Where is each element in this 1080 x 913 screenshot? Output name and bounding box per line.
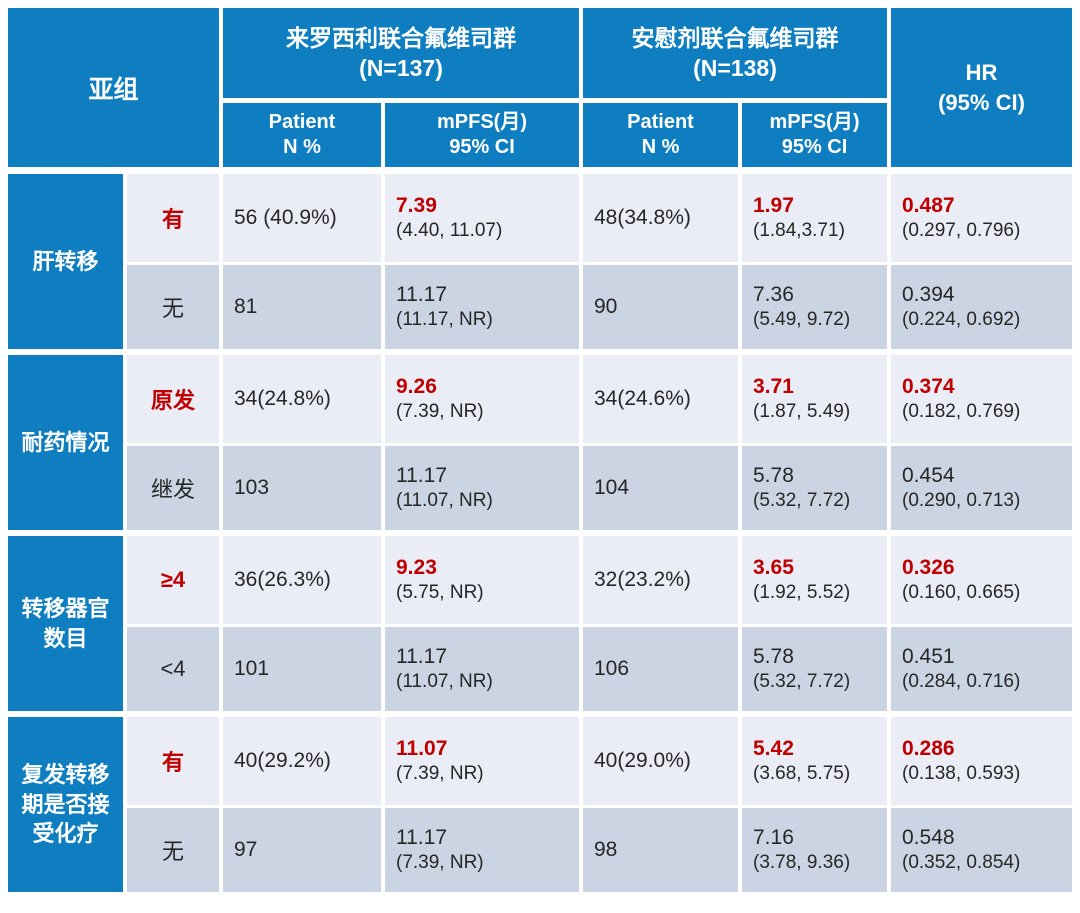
patient-arm1-cell: 97 [223,808,381,892]
group-chemo-in-recurrence: 复发转移期是否接受化疗 有 40(29.2%) 11.07 (7.39, NR) … [8,717,1072,892]
arm1-header-cell: 来罗西利联合氟维司群 (N=137) [223,8,579,98]
mpfs-arm2-cell: 5.78 (5.32, 7.72) [742,446,887,530]
mpfs-arm2-cell: 7.16 (3.78, 9.36) [742,808,887,892]
table-header: 亚组 来罗西利联合氟维司群 (N=137) Patient N % mPFS(月… [8,8,1072,167]
table-row: 无 81 11.17 (11.17, NR) 90 7.36 (5.49, 9.72… [127,265,1072,349]
subgroup-header-label: 亚组 [88,75,139,104]
table-row: 无 97 11.17 (7.39, NR) 98 7.16 (3.78, 9.36)… [127,808,1072,892]
patient-arm2-cell: 104 [583,446,738,530]
hr-label: HR [965,59,998,85]
table-row: 有 40(29.2%) 11.07 (7.39, NR) 40(29.0%) 5.… [127,717,1072,805]
hr-cell: 0.548 (0.352, 0.854) [891,808,1072,892]
subgroup-cell: 无 [127,808,219,892]
table-row: ≥4 36(26.3%) 9.23 (5.75, NR) 32(23.2%) 3.… [127,536,1072,624]
mpfs-sub: 95% CI [449,136,515,158]
hr-cell: 0.487 (0.297, 0.796) [891,174,1072,262]
hr-cell: 0.451 (0.284, 0.716) [891,627,1072,711]
patient-arm1-cell: 103 [223,446,381,530]
hr-cell: 0.394 (0.224, 0.692) [891,265,1072,349]
header-hr-cell: HR (95% CI) [891,8,1072,167]
arm1-subheader-row: Patient N % mPFS(月) 95% CI [223,103,579,167]
subgroup-cell: 继发 [127,446,219,530]
mpfs-arm1-cell: 9.23 (5.75, NR) [385,536,579,624]
arm1-mpfs-header-cell: mPFS(月) 95% CI [385,103,579,167]
patient-arm1-cell: 40(29.2%) [223,717,381,805]
mpfs-arm2-cell: 5.78 (5.32, 7.72) [742,627,887,711]
table-body: 肝转移 有 56 (40.9%) 7.39 (4.40, 11.07) 48(34… [8,174,1072,892]
arm1-n: (N=137) [359,55,443,81]
group-label-text: 耐药情况 [21,429,110,455]
patient-label: Patient [627,111,694,133]
mpfs-arm2-cell: 1.97 (1.84,3.71) [742,174,887,262]
group-label: 复发转移期是否接受化疗 [8,717,123,892]
group-label-text: 肝转移 [32,248,99,274]
table-row: 有 56 (40.9%) 7.39 (4.40, 11.07) 48(34.8%)… [127,174,1072,262]
subgroup-cell: ≥4 [127,536,219,624]
hr-cell: 0.326 (0.160, 0.665) [891,536,1072,624]
arm2-subheader-row: Patient N % mPFS(月) 95% CI [583,103,887,167]
hr-cell: 0.374 (0.182, 0.769) [891,355,1072,443]
hr-cell: 0.286 (0.138, 0.593) [891,717,1072,805]
group-label-text: 转移器官数目 [21,595,110,651]
mpfs-arm1-cell: 11.17 (11.07, NR) [385,627,579,711]
patient-arm1-cell: 81 [223,265,381,349]
group-label: 耐药情况 [8,355,123,530]
mpfs-arm2-cell: 7.36 (5.49, 9.72) [742,265,887,349]
arm2-header-block: 安慰剂联合氟维司群 (N=138) Patient N % mPFS(月) 95… [583,8,887,167]
hr-cell: 0.454 (0.290, 0.713) [891,446,1072,530]
patient-sub: N % [641,136,680,158]
table-row: <4 101 11.17 (11.07, NR) 106 5.78 (5.32, 7… [127,627,1072,711]
mpfs-arm2-cell: 3.65 (1.92, 5.52) [742,536,887,624]
patient-arm1-cell: 36(26.3%) [223,536,381,624]
group-label: 肝转移 [8,174,123,349]
mpfs-arm1-cell: 7.39 (4.40, 11.07) [385,174,579,262]
subgroup-cell: 有 [127,717,219,805]
arm2-name: 安慰剂联合氟维司群 [631,24,839,51]
group-label: 转移器官数目 [8,536,123,711]
mpfs-arm1-cell: 11.07 (7.39, NR) [385,717,579,805]
patient-label: Patient [268,111,336,133]
mpfs-label: mPFS(月) [769,111,860,133]
group-label-text: 复发转移期是否接受化疗 [21,761,110,847]
subgroup-cell: 有 [127,174,219,262]
mpfs-arm1-cell: 11.17 (11.17, NR) [385,265,579,349]
arm2-header-cell: 安慰剂联合氟维司群 (N=138) [583,8,887,98]
header-subgroup-cell: 亚组 [8,8,219,167]
table-row: 继发 103 11.17 (11.07, NR) 104 5.78 (5.32, 7… [127,446,1072,530]
arm1-patient-header-cell: Patient N % [223,103,381,167]
mpfs-arm1-cell: 9.26 (7.39, NR) [385,355,579,443]
mpfs-sub: 95% CI [781,136,848,158]
subgroup-cell: 原发 [127,355,219,443]
patient-arm2-cell: 34(24.6%) [583,355,738,443]
table-row: 原发 34(24.8%) 9.26 (7.39, NR) 34(24.6%) 3.… [127,355,1072,443]
group-metastatic-organ-count: 转移器官数目 ≥4 36(26.3%) 9.23 (5.75, NR) 32(23… [8,536,1072,711]
mpfs-arm2-cell: 3.71 (1.87, 5.49) [742,355,887,443]
mpfs-arm1-cell: 11.17 (11.07, NR) [385,446,579,530]
group-resistance-status: 耐药情况 原发 34(24.8%) 9.26 (7.39, NR) 34(24.6… [8,355,1072,530]
subgroup-cell: 无 [127,265,219,349]
arm2-patient-header-cell: Patient N % [583,103,738,167]
patient-arm2-cell: 40(29.0%) [583,717,738,805]
arm2-mpfs-header-cell: mPFS(月) 95% CI [742,103,887,167]
patient-arm2-cell: 106 [583,627,738,711]
patient-arm1-cell: 34(24.8%) [223,355,381,443]
patient-arm2-cell: 98 [583,808,738,892]
patient-sub: N % [283,136,321,158]
arm1-name: 来罗西利联合氟维司群 [286,24,516,51]
patient-arm2-cell: 48(34.8%) [583,174,738,262]
group-liver-metastasis: 肝转移 有 56 (40.9%) 7.39 (4.40, 11.07) 48(34… [8,174,1072,349]
patient-arm2-cell: 90 [583,265,738,349]
arm1-header-block: 来罗西利联合氟维司群 (N=137) Patient N % mPFS(月) 9… [223,8,579,167]
mpfs-arm2-cell: 5.42 (3.68, 5.75) [742,717,887,805]
mpfs-label: mPFS(月) [437,111,527,133]
patient-arm1-cell: 56 (40.9%) [223,174,381,262]
arm2-n: (N=138) [693,55,777,81]
mpfs-arm1-cell: 11.17 (7.39, NR) [385,808,579,892]
subgroup-cell: <4 [127,627,219,711]
patient-arm2-cell: 32(23.2%) [583,536,738,624]
patient-arm1-cell: 101 [223,627,381,711]
hr-ci-label: (95% CI) [938,89,1025,115]
